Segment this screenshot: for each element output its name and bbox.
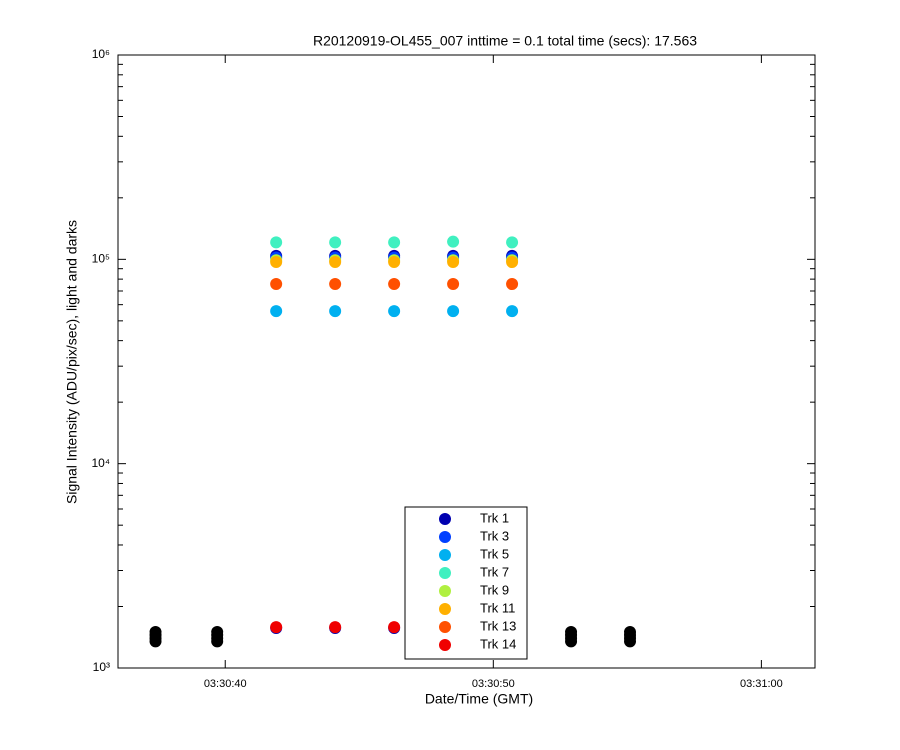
legend-label: Trk 9 bbox=[480, 582, 509, 597]
legend-label: Trk 13 bbox=[480, 618, 516, 633]
point bbox=[211, 626, 224, 639]
point bbox=[388, 621, 401, 634]
point bbox=[270, 621, 283, 634]
point bbox=[388, 256, 401, 269]
point bbox=[149, 626, 162, 639]
x-tick-label: 03:30:50 bbox=[472, 678, 515, 690]
y-tick-label: 10⁴ bbox=[91, 456, 110, 470]
point bbox=[447, 305, 460, 318]
x-tick-label: 03:30:40 bbox=[204, 678, 247, 690]
point bbox=[329, 278, 342, 291]
point bbox=[388, 278, 401, 291]
point bbox=[329, 305, 342, 318]
point bbox=[506, 305, 519, 318]
y-tick-label: 10⁵ bbox=[92, 252, 110, 266]
point bbox=[388, 305, 401, 318]
point bbox=[565, 626, 578, 639]
legend-label: Trk 11 bbox=[480, 600, 515, 615]
legend-marker bbox=[439, 603, 451, 615]
point bbox=[506, 236, 519, 249]
legend-marker bbox=[439, 585, 451, 597]
point bbox=[447, 278, 460, 291]
legend-box bbox=[404, 506, 528, 660]
legend-label: Trk 7 bbox=[480, 564, 509, 579]
point bbox=[270, 256, 283, 269]
legend-label: Trk 3 bbox=[480, 528, 509, 543]
point bbox=[329, 236, 342, 249]
point bbox=[506, 256, 519, 269]
point bbox=[447, 256, 460, 269]
legend-label: Trk 5 bbox=[480, 546, 509, 561]
point bbox=[329, 256, 342, 269]
x-tick-label: 03:31:00 bbox=[740, 678, 783, 690]
y-axis-label: Signal Intensity (ADU/pix/sec), light an… bbox=[64, 220, 80, 504]
point bbox=[329, 621, 342, 634]
point bbox=[270, 236, 283, 249]
x-axis-label: Date/Time (GMT) bbox=[425, 691, 533, 707]
legend-marker bbox=[439, 639, 451, 651]
legend-marker bbox=[439, 549, 451, 561]
point bbox=[270, 305, 283, 318]
chart-title: R20120919-OL455_007 inttime = 0.1 total … bbox=[313, 33, 697, 49]
point bbox=[388, 236, 401, 249]
legend-marker bbox=[439, 513, 451, 525]
legend-label: Trk 1 bbox=[480, 510, 509, 525]
point bbox=[624, 626, 637, 639]
legend-label: Trk 14 bbox=[480, 636, 516, 651]
y-tick-label: 10⁶ bbox=[92, 47, 110, 61]
point bbox=[506, 278, 519, 291]
legend-marker bbox=[439, 621, 451, 633]
legend-marker bbox=[439, 531, 451, 543]
legend-marker bbox=[439, 567, 451, 579]
y-tick-label: 10³ bbox=[93, 660, 110, 674]
point bbox=[447, 235, 460, 248]
point bbox=[270, 278, 283, 291]
